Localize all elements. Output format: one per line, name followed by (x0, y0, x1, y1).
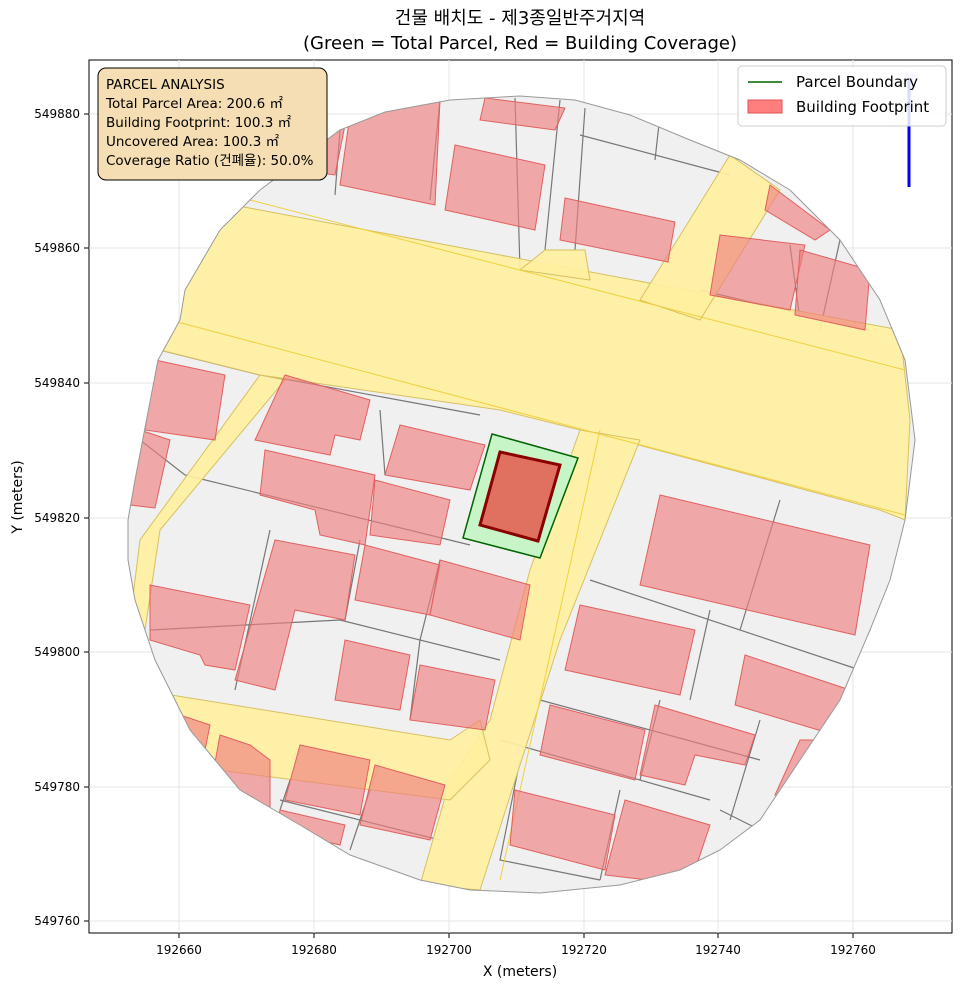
chart-title: 건물 배치도 - 제3종일반주거지역 (395, 8, 645, 29)
info-total-area: Total Parcel Area: 200.6 ㎡ (105, 96, 283, 112)
roads (128, 154, 911, 891)
info-uncovered: Uncovered Area: 100.3 ㎡ (106, 134, 280, 150)
y-tick-label: 549860 (34, 241, 80, 255)
x-tick-label: 192700 (426, 943, 472, 957)
tick-marks (84, 113, 854, 938)
y-tick-label: 549820 (34, 511, 80, 525)
y-axis-label: Y (meters) (10, 460, 26, 534)
legend-parcel-label: Parcel Boundary (796, 73, 918, 91)
x-tick-label: 192680 (291, 943, 337, 957)
x-tick-label: 192660 (156, 943, 202, 957)
target-building (478, 450, 562, 543)
x-axis-label: X (meters) (483, 964, 557, 980)
x-tick-label: 192760 (830, 943, 876, 957)
y-tick-label: 549880 (34, 107, 80, 121)
site-area (128, 96, 915, 893)
y-tick-label: 549760 (34, 914, 80, 928)
info-box-background (97, 67, 328, 181)
x-tick-labels: 192660 192680 192700 192720 192740 19276… (156, 943, 876, 957)
y-tick-label: 549840 (34, 376, 80, 390)
legend-building-label: Building Footprint (796, 98, 929, 116)
y-tick-label: 549800 (34, 645, 80, 659)
y-tick-label: 549780 (34, 780, 80, 794)
info-coverage-ratio: Coverage Ratio (건폐율): 50.0% (106, 153, 314, 169)
info-footprint: Building Footprint: 100.3 ㎡ (106, 115, 292, 131)
info-heading: PARCEL ANALYSIS (106, 77, 225, 93)
parcel-analysis-box: PARCEL ANALYSIS Total Parcel Area: 200.6… (97, 67, 328, 181)
x-tick-label: 192720 (561, 943, 607, 957)
x-tick-label: 192740 (695, 943, 741, 957)
legend-building-swatch (747, 99, 783, 114)
y-tick-labels: 549880 549860 549840 549820 549800 54978… (34, 107, 80, 928)
legend: Parcel Boundary Building Footprint (737, 65, 947, 127)
legend-box (737, 65, 947, 127)
chart-subtitle: (Green = Total Parcel, Red = Building Co… (303, 33, 737, 54)
